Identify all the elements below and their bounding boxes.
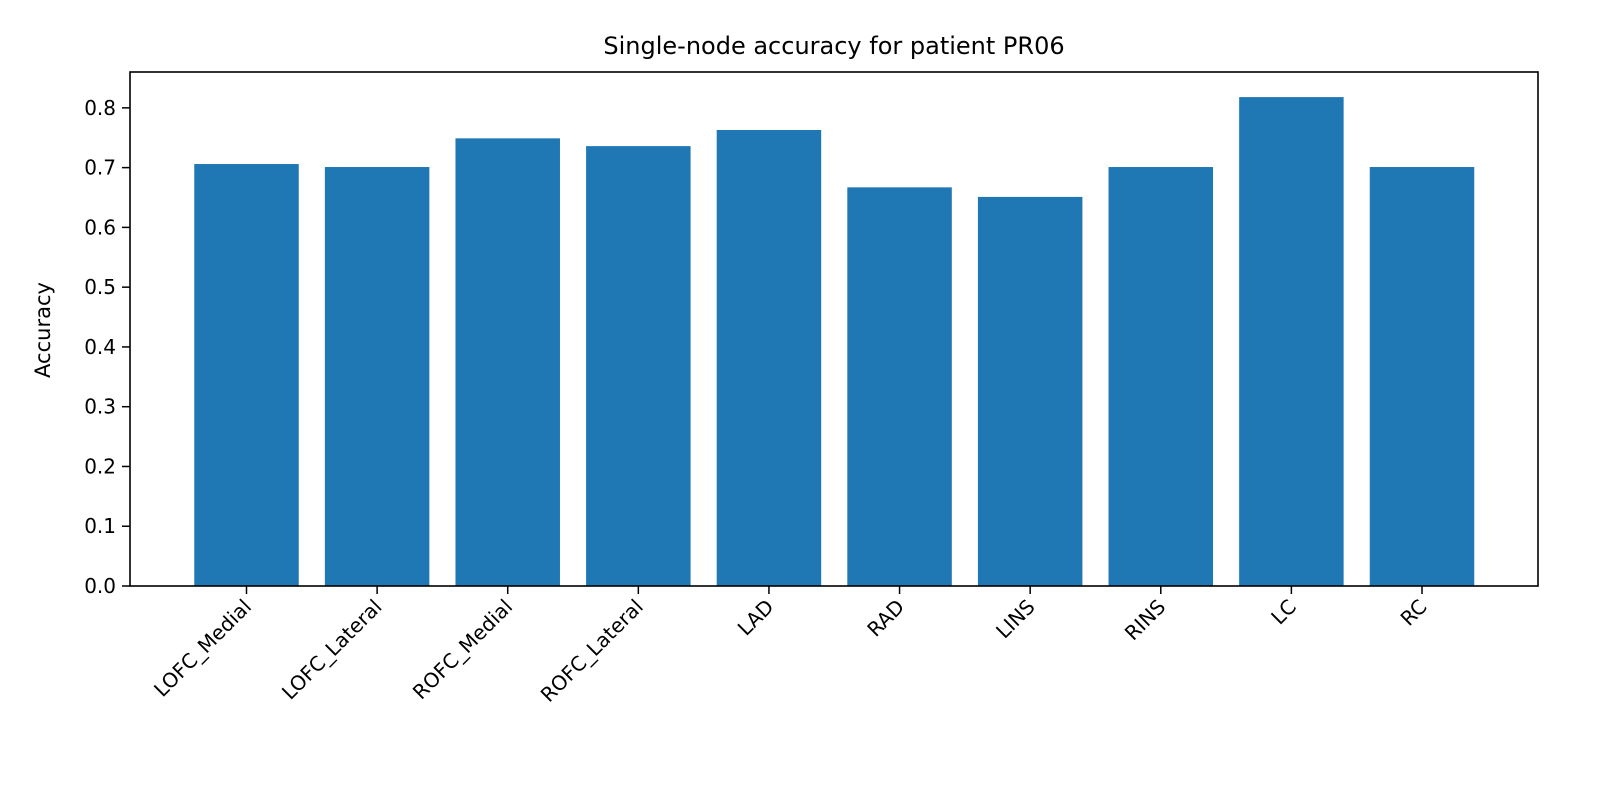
x-tick-label: LINS (991, 595, 1040, 644)
bar-rofc-lateral (586, 146, 691, 586)
y-tick-label: 0.3 (84, 395, 116, 419)
x-tick-label: LOFC_Lateral (277, 595, 387, 705)
x-tick-label: LAD (733, 595, 779, 641)
x-tick-label: ROFC_Medial (408, 595, 517, 704)
chart-title: Single-node accuracy for patient PR06 (603, 32, 1064, 60)
bar-rofc-medial (455, 138, 560, 586)
y-tick-label: 0.8 (84, 96, 116, 120)
y-axis-ticks: 0.0 0.1 0.2 0.3 0.4 0.5 0.6 0.7 0.8 (84, 96, 130, 598)
bar-lins (977, 196, 1083, 587)
y-axis-label: Accuracy (31, 282, 55, 378)
x-tick-label: RAD (862, 595, 909, 642)
bar-rins (1108, 167, 1214, 587)
bars-group (194, 97, 1475, 587)
y-tick-label: 0.6 (84, 215, 116, 239)
x-tick-label: LC (1266, 595, 1301, 630)
y-tick-label: 0.5 (84, 275, 116, 299)
y-tick-label: 0.4 (84, 335, 116, 359)
bar-lad (716, 129, 822, 586)
plot-frame (129, 71, 1539, 587)
bar-rad (847, 187, 952, 586)
bar-rc (1369, 167, 1475, 587)
y-tick-label: 0.0 (84, 574, 116, 598)
y-tick-label: 0.2 (84, 454, 116, 478)
x-tick-label: ROFC_Lateral (536, 595, 648, 707)
x-tick-label: LOFC_Medial (149, 595, 256, 702)
x-tick-label: RINS (1120, 595, 1171, 646)
y-tick-label: 0.1 (84, 514, 116, 538)
bar-lc (1239, 97, 1344, 586)
x-tick-label: RC (1396, 595, 1432, 631)
bar-lofc-lateral (324, 167, 430, 587)
y-tick-label: 0.7 (84, 156, 116, 180)
bar-lofc-medial (194, 164, 299, 586)
x-axis-ticks: LOFC_Medial LOFC_Lateral ROFC_Medial ROFC_L… (149, 586, 1432, 707)
